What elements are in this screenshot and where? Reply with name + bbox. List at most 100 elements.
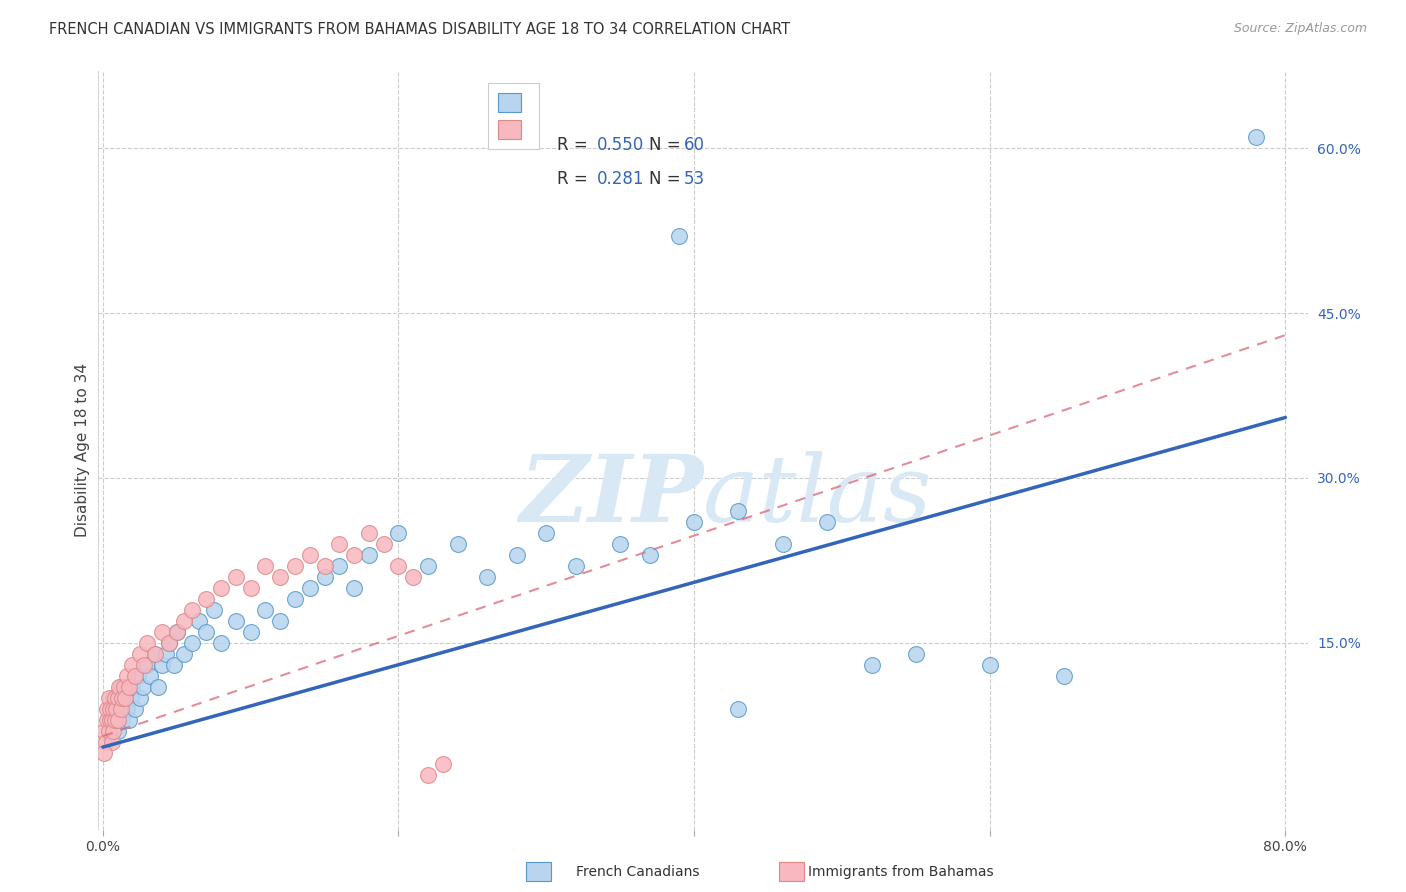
Point bbox=[98, 701, 121, 715]
Point bbox=[104, 690, 127, 705]
Text: R =: R = bbox=[557, 136, 588, 153]
Point bbox=[97, 690, 120, 705]
Point bbox=[225, 614, 247, 628]
Point bbox=[416, 767, 439, 781]
Point bbox=[128, 690, 150, 705]
Point bbox=[110, 701, 132, 715]
Point bbox=[121, 680, 143, 694]
Point bbox=[180, 603, 202, 617]
Point bbox=[638, 548, 661, 562]
Point bbox=[254, 603, 277, 617]
Point bbox=[114, 690, 136, 705]
Point bbox=[100, 734, 122, 748]
Point bbox=[107, 723, 129, 738]
Point bbox=[979, 657, 1001, 672]
Point bbox=[284, 558, 307, 573]
Point bbox=[904, 647, 927, 661]
Point bbox=[328, 537, 350, 551]
Point bbox=[111, 713, 134, 727]
Y-axis label: Disability Age 18 to 34: Disability Age 18 to 34 bbox=[75, 363, 90, 538]
Point bbox=[180, 636, 202, 650]
Point bbox=[506, 548, 529, 562]
Point bbox=[96, 701, 118, 715]
Point bbox=[150, 657, 173, 672]
Point bbox=[94, 734, 117, 748]
Point bbox=[100, 713, 122, 727]
Legend: , : , bbox=[488, 84, 540, 149]
Text: ZIP: ZIP bbox=[519, 451, 703, 541]
Point bbox=[143, 647, 166, 661]
Point bbox=[432, 756, 454, 771]
Point bbox=[120, 690, 142, 705]
Point bbox=[166, 624, 188, 639]
Point bbox=[239, 624, 262, 639]
Point bbox=[187, 614, 209, 628]
Point bbox=[727, 504, 749, 518]
Point bbox=[477, 570, 499, 584]
Point bbox=[139, 669, 162, 683]
Point bbox=[565, 558, 588, 573]
Point bbox=[343, 581, 366, 595]
Point bbox=[209, 636, 232, 650]
Point bbox=[328, 558, 350, 573]
Point bbox=[772, 537, 794, 551]
Point bbox=[103, 701, 125, 715]
Point bbox=[115, 669, 138, 683]
Point bbox=[118, 680, 141, 694]
Point bbox=[209, 581, 232, 595]
Point bbox=[163, 657, 186, 672]
Point bbox=[98, 713, 121, 727]
Text: Immigrants from Bahamas: Immigrants from Bahamas bbox=[808, 865, 994, 880]
Point bbox=[105, 701, 128, 715]
Point bbox=[314, 570, 336, 584]
Point bbox=[446, 537, 468, 551]
Point bbox=[195, 624, 218, 639]
Point bbox=[727, 701, 749, 715]
Point bbox=[609, 537, 631, 551]
Point bbox=[225, 570, 247, 584]
Point bbox=[387, 525, 409, 540]
Bar bbox=[526, 863, 551, 880]
Text: FRENCH CANADIAN VS IMMIGRANTS FROM BAHAMAS DISABILITY AGE 18 TO 34 CORRELATION C: FRENCH CANADIAN VS IMMIGRANTS FROM BAHAM… bbox=[49, 22, 790, 37]
Point bbox=[402, 570, 425, 584]
Point bbox=[124, 669, 146, 683]
Point bbox=[166, 624, 188, 639]
Point bbox=[103, 723, 125, 738]
Point bbox=[1244, 130, 1267, 145]
Point bbox=[107, 713, 129, 727]
Point bbox=[815, 515, 838, 529]
Point bbox=[343, 548, 366, 562]
Point bbox=[134, 657, 156, 672]
Point bbox=[155, 647, 177, 661]
Point bbox=[115, 701, 138, 715]
Text: N =: N = bbox=[648, 170, 681, 188]
Point bbox=[146, 680, 169, 694]
Point bbox=[254, 558, 277, 573]
Point bbox=[136, 657, 159, 672]
Point bbox=[860, 657, 883, 672]
Point bbox=[112, 680, 135, 694]
Point bbox=[93, 723, 115, 738]
Point bbox=[173, 614, 195, 628]
Text: 53: 53 bbox=[683, 170, 704, 188]
Point bbox=[105, 701, 128, 715]
Point bbox=[111, 690, 134, 705]
Point bbox=[107, 690, 129, 705]
Point bbox=[202, 603, 225, 617]
Point bbox=[110, 680, 132, 694]
Point bbox=[683, 515, 706, 529]
Point bbox=[114, 690, 136, 705]
Point bbox=[143, 647, 166, 661]
Point bbox=[121, 657, 143, 672]
Point bbox=[269, 614, 291, 628]
Point bbox=[416, 558, 439, 573]
Text: N =: N = bbox=[648, 136, 681, 153]
Point bbox=[195, 591, 218, 606]
Point bbox=[298, 548, 321, 562]
Point bbox=[97, 723, 120, 738]
Point bbox=[668, 229, 690, 244]
Point bbox=[150, 624, 173, 639]
Point bbox=[104, 713, 127, 727]
Point bbox=[284, 591, 307, 606]
Text: 0.281: 0.281 bbox=[596, 170, 644, 188]
